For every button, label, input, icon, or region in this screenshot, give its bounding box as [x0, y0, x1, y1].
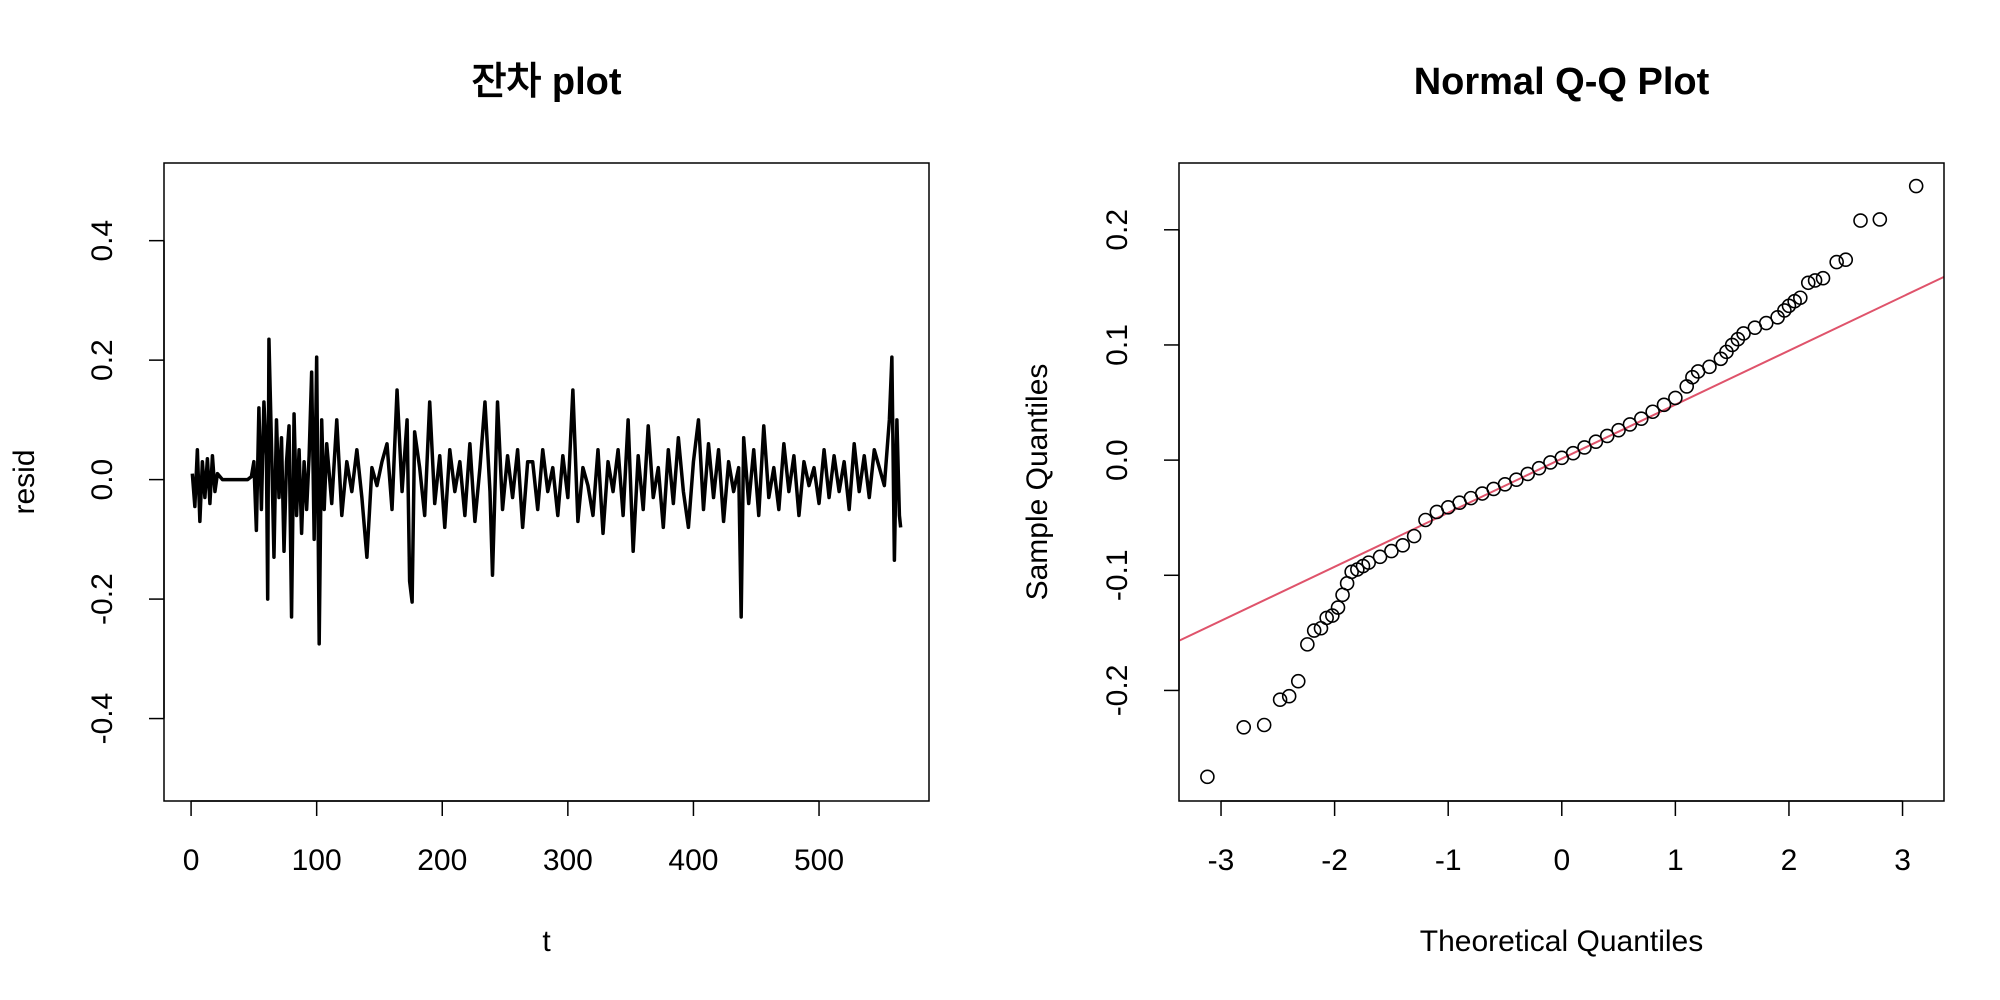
point	[1668, 390, 1683, 406]
x-tick-label: 200	[417, 844, 467, 877]
point	[1872, 212, 1888, 227]
point	[1611, 422, 1626, 438]
x-axis-label: Theoretical Quantiles	[1420, 925, 1703, 958]
y-tick-label: -0.2	[1101, 665, 1134, 717]
point	[1281, 688, 1297, 704]
point	[1679, 379, 1695, 394]
point	[1599, 428, 1615, 444]
point	[1622, 417, 1638, 432]
point	[1531, 460, 1547, 476]
point	[1777, 303, 1792, 318]
x-axis-label: t	[542, 925, 551, 958]
point	[1588, 434, 1604, 449]
point	[1656, 397, 1672, 413]
point	[1509, 472, 1524, 487]
series-line	[190, 337, 903, 646]
y-tick-label: -0.1	[1101, 549, 1134, 601]
plot-frame	[163, 162, 930, 802]
point	[1702, 359, 1717, 375]
point	[1838, 252, 1854, 268]
chart-title: 잔차 plot	[471, 61, 621, 103]
reference-line	[1178, 275, 1945, 642]
point	[1272, 692, 1288, 707]
point	[1645, 404, 1660, 420]
y-tick-label: -0.4	[86, 693, 119, 745]
point	[1800, 275, 1816, 291]
y-tick-label: 0.0	[1101, 439, 1134, 481]
point	[1577, 440, 1592, 455]
x-tick-label: -2	[1321, 844, 1348, 877]
y-tick-label: 0.2	[1101, 209, 1134, 251]
point	[1793, 290, 1808, 306]
point	[1829, 254, 1844, 270]
x-tick-label: 0	[1553, 844, 1570, 877]
x-tick-label: 400	[668, 844, 718, 877]
point	[1908, 178, 1924, 194]
y-tick-label: 0.1	[1101, 324, 1134, 366]
x-tick-label: 2	[1781, 844, 1798, 877]
point	[1290, 673, 1306, 689]
x-tick-label: 100	[292, 844, 342, 877]
y-tick-label: -0.2	[86, 573, 119, 625]
x-tick-label: -3	[1208, 844, 1235, 877]
point	[1200, 769, 1215, 785]
point	[1361, 555, 1376, 570]
point	[1256, 717, 1272, 733]
chart-title: Normal Q-Q Plot	[1414, 61, 1710, 103]
point	[1520, 466, 1536, 482]
point	[1418, 512, 1433, 528]
point	[1853, 213, 1868, 228]
x-tick-label: -1	[1435, 844, 1462, 877]
point	[1330, 600, 1346, 615]
x-tick-label: 0	[183, 844, 200, 877]
point	[1758, 315, 1774, 331]
point	[1306, 623, 1322, 638]
x-tick-label: 300	[543, 844, 593, 877]
point	[1406, 528, 1422, 544]
point	[1300, 637, 1315, 652]
y-tick-label: 0.0	[86, 459, 119, 501]
y-axis-label: Sample Quantiles	[1021, 364, 1054, 601]
x-tick-label: 500	[794, 844, 844, 877]
point	[1372, 549, 1388, 565]
point	[1395, 538, 1411, 553]
y-tick-label: 0.4	[86, 220, 119, 262]
x-tick-label: 1	[1667, 844, 1684, 877]
y-axis-label: resid	[8, 449, 41, 514]
point	[1815, 270, 1831, 286]
point	[1736, 326, 1751, 341]
y-tick-label: 0.2	[86, 339, 119, 381]
point	[1807, 273, 1823, 288]
point	[1633, 411, 1649, 426]
x-tick-label: 3	[1894, 844, 1911, 877]
plot-frame	[1178, 162, 1945, 802]
point	[1565, 445, 1581, 461]
point	[1384, 543, 1399, 559]
point	[1236, 719, 1252, 735]
